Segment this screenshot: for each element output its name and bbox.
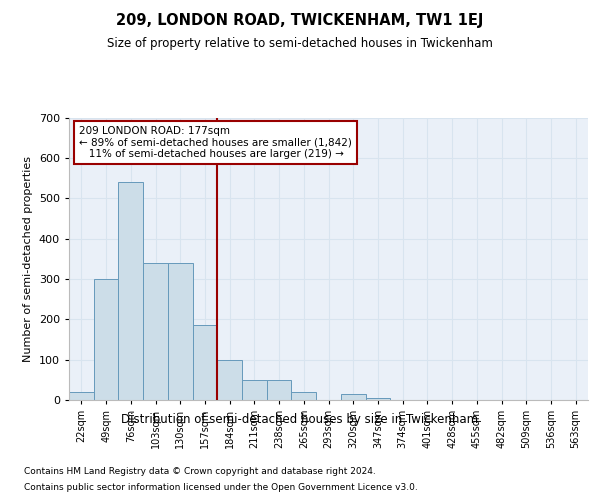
Text: Contains HM Land Registry data © Crown copyright and database right 2024.: Contains HM Land Registry data © Crown c… (24, 468, 376, 476)
Text: 209, LONDON ROAD, TWICKENHAM, TW1 1EJ: 209, LONDON ROAD, TWICKENHAM, TW1 1EJ (116, 12, 484, 28)
Text: Size of property relative to semi-detached houses in Twickenham: Size of property relative to semi-detach… (107, 38, 493, 51)
Bar (118, 182, 143, 400)
Bar (365, 398, 390, 400)
Bar (69, 392, 94, 400)
Bar (267, 380, 292, 400)
Bar (193, 326, 217, 400)
Text: Contains public sector information licensed under the Open Government Licence v3: Contains public sector information licen… (24, 484, 418, 492)
Y-axis label: Number of semi-detached properties: Number of semi-detached properties (23, 156, 33, 362)
Bar (217, 360, 242, 400)
Text: 209 LONDON ROAD: 177sqm
← 89% of semi-detached houses are smaller (1,842)
   11%: 209 LONDON ROAD: 177sqm ← 89% of semi-de… (79, 126, 352, 159)
Bar (94, 279, 118, 400)
Text: Distribution of semi-detached houses by size in Twickenham: Distribution of semi-detached houses by … (121, 412, 479, 426)
Bar (341, 394, 365, 400)
Bar (143, 263, 168, 400)
Bar (242, 380, 267, 400)
Bar (292, 392, 316, 400)
Bar (168, 263, 193, 400)
